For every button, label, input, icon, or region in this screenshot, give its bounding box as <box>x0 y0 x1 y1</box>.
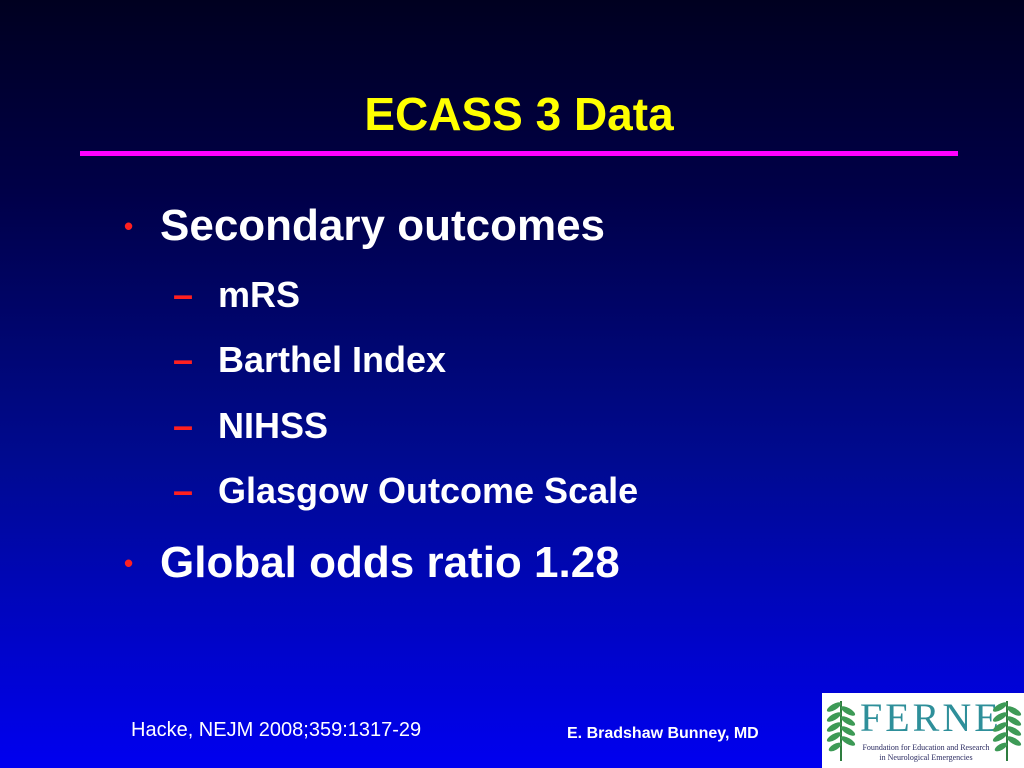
fern-leaf-icon <box>992 701 1022 761</box>
logo-subtitle-line1: Foundation for Education and Research <box>862 743 990 752</box>
logo-subtitle-line2: in Neurological Emergencies <box>879 753 973 762</box>
slide-title: ECASS 3 Data <box>364 88 674 140</box>
subitem-text: Glasgow Outcome Scale <box>218 470 639 511</box>
presenter-name: E. Bradshaw Bunney, MD <box>567 725 759 742</box>
citation: Hacke, NEJM 2008;359:1317-29 <box>131 719 422 741</box>
subitem-text: mRS <box>218 274 301 315</box>
bullet-text: Secondary outcomes <box>160 201 606 250</box>
subitem-marker: – <box>173 470 194 511</box>
subitem-marker: – <box>173 274 194 315</box>
subitem-marker: – <box>173 339 194 380</box>
bullet-marker: • <box>124 548 134 578</box>
bullet-marker: • <box>124 211 134 241</box>
fern-leaf-icon <box>826 701 856 761</box>
subitem-text: NIHSS <box>218 405 329 446</box>
ferne-logo: FERNE Foundation for Education and Resea… <box>822 693 1024 768</box>
bullet-text: Global odds ratio 1.28 <box>160 538 620 587</box>
subitem-text: Barthel Index <box>218 339 447 380</box>
logo-wordmark: FERNE <box>860 695 1002 740</box>
title-underline <box>80 151 958 156</box>
subitem-marker: – <box>173 405 194 446</box>
